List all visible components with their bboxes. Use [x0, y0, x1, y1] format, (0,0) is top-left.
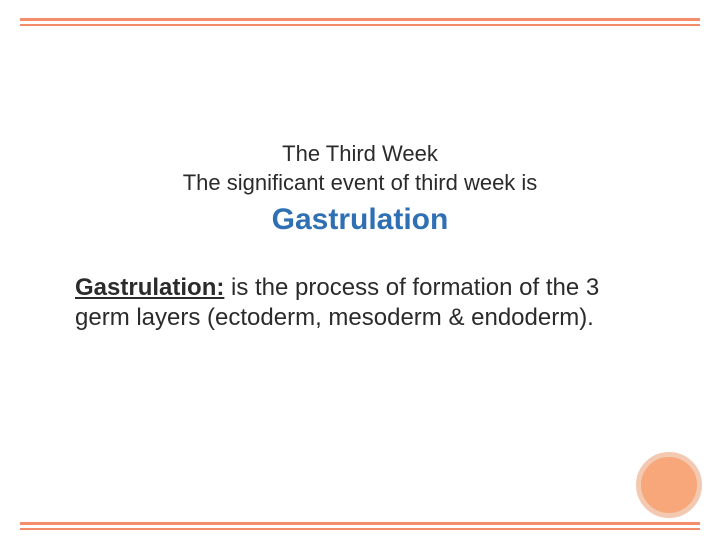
title-line-2: The significant event of third week is [75, 169, 645, 198]
content-block: The Third Week The significant event of … [75, 140, 645, 333]
main-heading: Gastrulation [75, 203, 645, 237]
body-term: Gastrulation: [75, 274, 224, 301]
title-line-1: The Third Week [75, 140, 645, 169]
slide: The Third Week The significant event of … [0, 0, 720, 540]
circle-decoration-icon [636, 452, 702, 518]
body-paragraph: Gastrulation: is the process of formatio… [75, 273, 645, 333]
